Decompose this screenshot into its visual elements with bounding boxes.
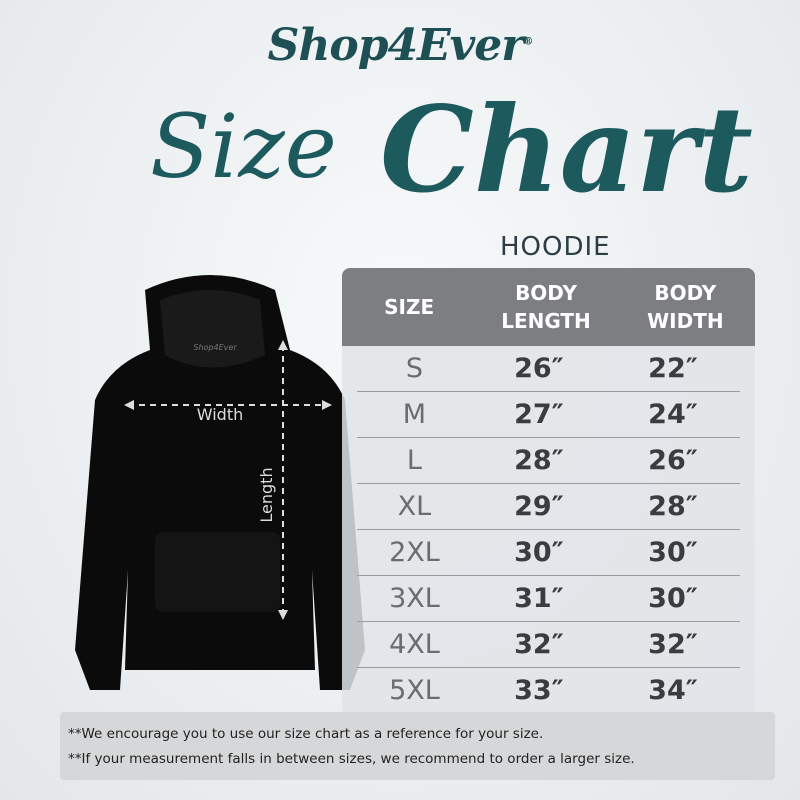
body-length-cell: 27″: [514, 399, 564, 430]
table-body: S 26″ 22″ M 27″ 24″ L 28″ 26″ XL 29″ 28″ 2XL 30″ 30″ 3X…: [342, 346, 755, 713]
table-header: SIZE BODY LENGTH BODY WIDTH: [342, 268, 755, 346]
header-body-length: BODY LENGTH: [501, 281, 591, 333]
size-cell: 2XL: [389, 537, 440, 568]
table-row: 3XL 31″ 30″: [357, 576, 740, 622]
brand-name: Shop4Ever: [267, 20, 525, 71]
table-row: 4XL 32″ 32″: [357, 622, 740, 668]
footnote: **If your measurement falls in between s…: [68, 751, 635, 767]
body-width-cell: 24″: [648, 399, 698, 430]
size-cell: S: [405, 353, 424, 384]
subtitle: HOODIE: [500, 232, 611, 262]
registered-mark: ®: [523, 36, 533, 48]
hoodie-illustration: Shop4Ever Width Length: [75, 275, 365, 690]
body-width-cell: 22″: [648, 353, 698, 384]
body-length-cell: 29″: [514, 491, 564, 522]
size-cell: XL: [397, 491, 432, 522]
hoodie-body: [75, 275, 365, 690]
body-length-cell: 32″: [514, 629, 564, 660]
header-size: SIZE: [384, 295, 435, 319]
size-cell: 5XL: [389, 675, 440, 706]
table-row: L 28″ 26″: [357, 438, 740, 484]
length-label: Length: [257, 467, 276, 522]
size-cell: L: [406, 445, 422, 476]
table-row: XL 29″ 28″: [357, 484, 740, 530]
body-width-cell: 26″: [648, 445, 698, 476]
title-size: Size: [150, 95, 337, 198]
size-cell: M: [402, 399, 427, 430]
body-length-cell: 30″: [514, 537, 564, 568]
body-width-cell: 30″: [648, 583, 698, 614]
body-width-cell: 28″: [648, 491, 698, 522]
size-table: SIZE BODY LENGTH BODY WIDTH S 26″ 22″ M 27″ 24″…: [342, 268, 755, 713]
body-length-cell: 33″: [514, 675, 564, 706]
table-row: 5XL 33″ 34″: [357, 668, 740, 713]
title-chart: Chart: [380, 80, 753, 219]
body-length-cell: 28″: [514, 445, 564, 476]
footnote: **We encourage you to use our size chart…: [68, 726, 544, 742]
width-label: Width: [197, 405, 243, 424]
table-row: S 26″ 22″: [357, 346, 740, 392]
body-length-cell: 26″: [514, 353, 564, 384]
body-width-cell: 30″: [648, 537, 698, 568]
brand-logo: Shop4Ever®: [0, 20, 800, 71]
body-width-cell: 34″: [648, 675, 698, 706]
size-cell: 3XL: [389, 583, 440, 614]
hoodie-print: Shop4Ever: [193, 343, 237, 352]
header-body-width: BODY WIDTH: [647, 281, 724, 333]
size-cell: 4XL: [389, 629, 440, 660]
table-row: M 27″ 24″: [357, 392, 740, 438]
body-width-cell: 32″: [648, 629, 698, 660]
body-length-cell: 31″: [514, 583, 564, 614]
footnote-box: **We encourage you to use our size chart…: [60, 712, 775, 780]
table-row: 2XL 30″ 30″: [357, 530, 740, 576]
